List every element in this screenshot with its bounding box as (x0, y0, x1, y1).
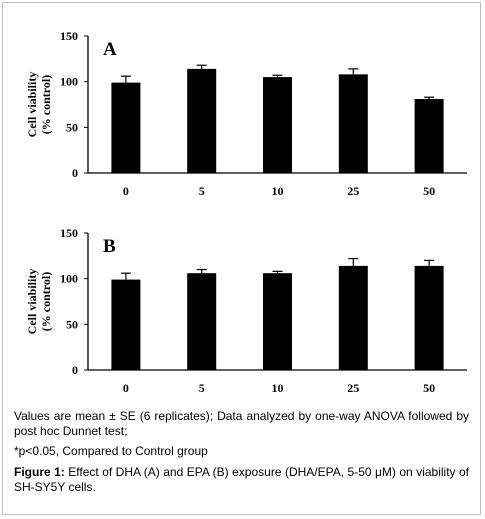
panel-a: 0 50 100 150 Cell viability(% control) A 0 5 10 2… (25, 29, 467, 198)
panel-a-bar-5 (187, 68, 217, 173)
caption-figure-text: Figure 1: Effect of DHA (A) and EPA (B) … (14, 465, 469, 495)
panel-a-bar-50 (414, 99, 444, 173)
panel-a-bar-25 (338, 74, 368, 173)
panel-a-y-axis-label-line1: Cell viability (25, 72, 39, 138)
panel-b-y-axis-label-line2: (% control) (39, 272, 53, 331)
panel-a-y-tick-label: 0 (72, 166, 78, 180)
panel-b: 0 50 100 150 Cell viability(% control) B 0 5 10 2… (25, 226, 467, 395)
caption-significance: *p<0.05, Compared to Control group (14, 444, 208, 458)
panel-b-x-tick-label-0: 0 (123, 381, 129, 395)
panel-a-x-tick-label-0: 0 (123, 184, 129, 198)
panel-a-x-tick-label-10: 10 (272, 184, 284, 198)
panel-b-y-tick-label: 150 (60, 226, 78, 240)
panel-b-bar-5 (187, 273, 217, 370)
panel-a-bar-0 (111, 82, 141, 173)
panel-b-x-tick-label-25: 25 (347, 381, 359, 395)
panel-b-bar-10 (263, 273, 292, 370)
panel-a-y-axis-label-line2: (% control) (39, 75, 53, 134)
panel-a-y-tick-label: 50 (66, 120, 78, 134)
figure-label: Figure 1: (14, 465, 65, 479)
panel-a-y-axis-label: Cell viability(% control) (25, 72, 53, 138)
figure-description: Effect of DHA (A) and EPA (B) exposure (… (14, 465, 470, 494)
panel-b-y-tick-label: 100 (60, 272, 78, 286)
panel-b-label: B (103, 236, 116, 257)
panel-b-y-tick-label: 50 (66, 317, 78, 331)
panel-b-x-tick-label-5: 5 (199, 381, 205, 395)
panel-b-bar-25 (338, 265, 368, 370)
panel-a-bar-10 (263, 77, 292, 173)
panel-a-x-tick-label-5: 5 (199, 184, 205, 198)
panel-a-x-tick-label-25: 25 (347, 184, 359, 198)
panel-b-bar-0 (111, 279, 141, 370)
panel-b-x-tick-label-10: 10 (272, 381, 284, 395)
panel-a-y-tick-label: 100 (60, 75, 78, 89)
panel-b-x-tick-label-50: 50 (423, 381, 435, 395)
panel-b-y-tick-label: 0 (72, 363, 78, 377)
panel-a-y-tick-label: 150 (60, 29, 78, 43)
figure-caption: Values are mean ± SE (6 replicates); Dat… (14, 409, 469, 495)
caption-notes: Values are mean ± SE (6 replicates); Dat… (14, 409, 469, 438)
panel-b-y-axis-label-line1: Cell viability (25, 269, 39, 335)
panel-a-label: A (103, 39, 117, 60)
panel-b-bar-50 (414, 265, 444, 370)
panel-b-y-axis-label: Cell viability(% control) (25, 269, 53, 335)
figure-frame (2, 2, 481, 515)
panel-a-x-tick-label-50: 50 (423, 184, 435, 198)
